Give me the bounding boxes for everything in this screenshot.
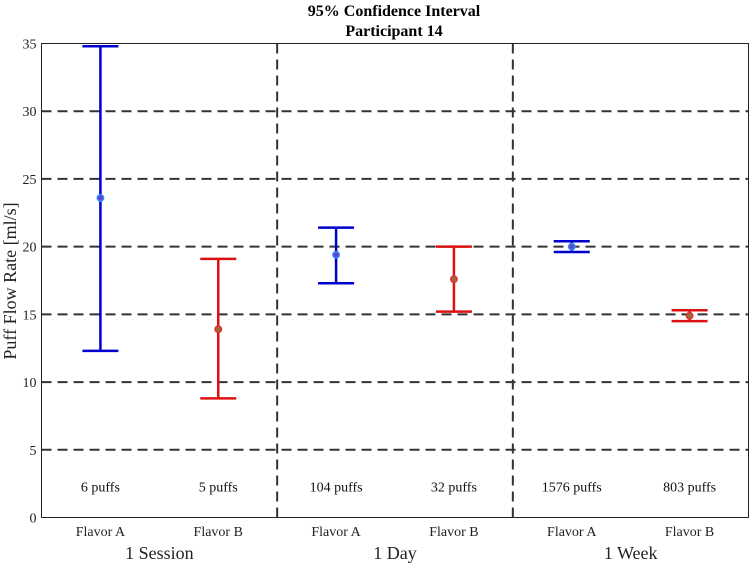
y-tick-label: 35 xyxy=(23,38,37,53)
y-tick-label: 10 xyxy=(23,376,37,391)
x-tick-label: Flavor A xyxy=(311,525,361,540)
error-bar xyxy=(318,226,355,285)
mean-marker xyxy=(96,193,105,202)
mean-marker xyxy=(567,242,576,251)
mean-marker xyxy=(685,311,694,320)
puff-count-label: 803 puffs xyxy=(663,480,716,495)
grid-layer xyxy=(41,43,749,518)
marks-layer: 6 puffs 5 puffs 104 puffs 32 puffs 1576 puff… xyxy=(81,44,716,495)
x-tick-label: Flavor A xyxy=(547,525,597,540)
y-tick-label: 30 xyxy=(23,105,37,120)
mean-marker xyxy=(214,325,223,334)
error-bar xyxy=(82,44,119,353)
mean-marker xyxy=(449,275,458,284)
y-axis-label: Puff Flow Rate [ml/s] xyxy=(0,202,20,359)
group-label: 1 Session xyxy=(125,543,194,563)
error-bar xyxy=(671,309,708,323)
group-label: 1 Week xyxy=(604,543,658,563)
error-bar xyxy=(200,257,237,400)
axis-layer: 0 5 10 15 20 25 30 35 Flavor A Flavor B Flavor A Fl… xyxy=(23,38,715,564)
puff-count-label: 1576 puffs xyxy=(542,480,602,495)
puff-count-label: 5 puffs xyxy=(199,480,238,495)
error-bar xyxy=(435,245,472,313)
x-tick-label: Flavor B xyxy=(194,525,243,540)
x-tick-label: Flavor A xyxy=(76,525,126,540)
x-tick-label: Flavor B xyxy=(665,525,714,540)
puff-count-label: 32 puffs xyxy=(431,480,477,495)
y-tick-label: 5 xyxy=(30,444,37,459)
group-label: 1 Day xyxy=(373,543,417,563)
chart-title: 95% Confidence Interval xyxy=(308,3,481,20)
chart-subtitle: Participant 14 xyxy=(345,23,442,40)
puff-count-label: 104 puffs xyxy=(310,480,363,495)
error-bar xyxy=(553,239,590,254)
plot-frame xyxy=(41,43,749,518)
y-tick-label: 15 xyxy=(23,308,37,323)
y-tick-label: 0 xyxy=(30,512,37,527)
mean-marker xyxy=(332,250,341,259)
puff-count-label: 6 puffs xyxy=(81,480,120,495)
y-tick-label: 20 xyxy=(23,241,37,256)
y-tick-label: 25 xyxy=(23,173,37,188)
x-tick-label: Flavor B xyxy=(429,525,478,540)
